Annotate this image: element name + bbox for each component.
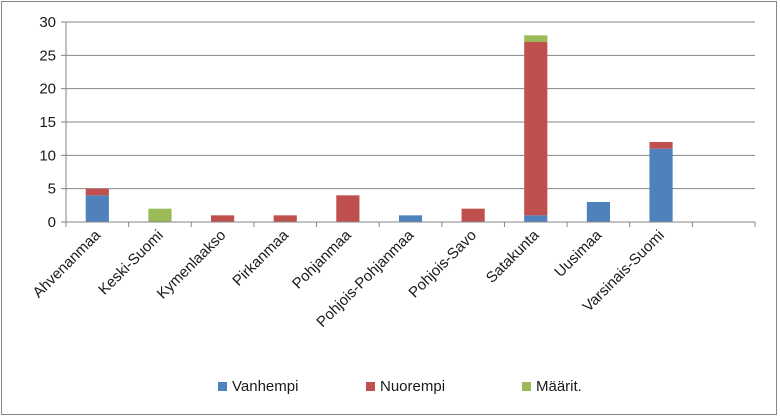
x-tick-label-pohjanmaa: Pohjanmaa xyxy=(289,226,355,292)
y-tick-label-5: 5 xyxy=(48,181,56,198)
bar-varsinais-suomi-nuorempi xyxy=(649,142,673,149)
bar-keski-suomi-mrit xyxy=(148,208,172,222)
bar-varsinais-suomi-vanhempi xyxy=(649,148,673,222)
bar-pohjois-pohjanmaa-vanhempi xyxy=(398,215,423,222)
x-tick-label-satakunta: Satakunta xyxy=(483,226,543,286)
legend-label-vanhempi: Vanhempi xyxy=(232,378,298,395)
bar-satakunta-nuorempi xyxy=(524,42,548,216)
bar-pohjanmaa-nuorempi xyxy=(336,195,360,222)
y-tick-label-30: 30 xyxy=(39,14,56,31)
bar-kymenlaakso-nuorempi xyxy=(211,215,235,222)
y-tick-label-15: 15 xyxy=(39,114,56,131)
y-tick-labels: 0 5 10 15 20 25 30 xyxy=(39,14,56,231)
x-tick-label-pohjois-savo: Pohjois-Savo xyxy=(405,227,480,302)
legend-label-nuorempi: Nuorempi xyxy=(380,378,445,395)
y-tick-label-20: 20 xyxy=(39,81,56,98)
gridlines xyxy=(66,21,755,190)
bar-satakunta-mrit xyxy=(524,35,548,42)
legend-label-mrit: Määrit. xyxy=(536,378,582,395)
bar-pirkanmaa-nuorempi xyxy=(273,215,297,222)
legend-swatch-mrit xyxy=(522,382,531,391)
x-tick-label-uusimaa: Uusimaa xyxy=(551,226,605,280)
bars xyxy=(85,35,673,222)
axes xyxy=(61,21,756,227)
legend: Vanhempi Nuorempi Määrit. xyxy=(218,378,582,395)
legend-swatch-nuorempi xyxy=(366,382,375,391)
bar-ahvenanmaa-vanhempi xyxy=(85,195,109,222)
y-tick-label-0: 0 xyxy=(48,214,56,231)
legend-swatch-vanhempi xyxy=(218,382,227,391)
y-tick-label-25: 25 xyxy=(39,47,56,64)
bar-uusimaa-vanhempi xyxy=(586,202,610,222)
y-tick-label-10: 10 xyxy=(39,147,56,164)
bar-pohjois-savo-nuorempi xyxy=(461,208,485,222)
bar-ahvenanmaa-nuorempi xyxy=(85,188,109,196)
x-tick-label-pirkanmaa: Pirkanmaa xyxy=(229,226,292,289)
x-tick-label-ahvenanmaa: Ahvenanmaa xyxy=(30,226,105,301)
bar-satakunta-vanhempi xyxy=(524,215,548,222)
